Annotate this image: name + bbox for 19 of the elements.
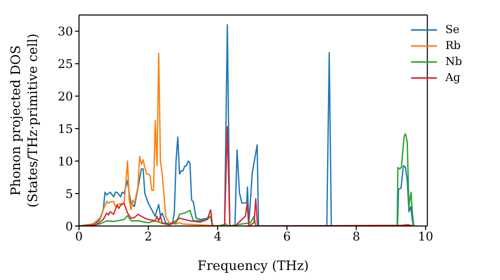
- x-tick-label: 6: [283, 230, 291, 244]
- y-tick-label: 0: [65, 219, 73, 234]
- y-tick-label: 25: [58, 56, 73, 71]
- legend-label: Ag: [445, 70, 460, 86]
- x-tick-label: 8: [352, 230, 360, 244]
- x-tick-label: 2: [144, 230, 152, 244]
- y-tick-label: 30: [58, 24, 73, 38]
- y-tick-label: 10: [58, 154, 73, 168]
- y-tick-label: 15: [58, 122, 73, 136]
- legend-label: Se: [445, 22, 460, 38]
- y-axis-title: Phonon projected DOS (States/THz·primitive cell): [9, 33, 41, 208]
- y-tick-label: 20: [58, 89, 73, 104]
- legend-label: Rb: [445, 38, 461, 54]
- y-tick-label: 5: [65, 186, 73, 201]
- x-tick-label: 4: [214, 230, 222, 244]
- x-axis-title: Frequency (THz): [197, 259, 309, 274]
- legend-label: Nb: [445, 54, 462, 70]
- x-tick-label: 10: [418, 230, 434, 244]
- x-tick-label: 0: [75, 230, 83, 244]
